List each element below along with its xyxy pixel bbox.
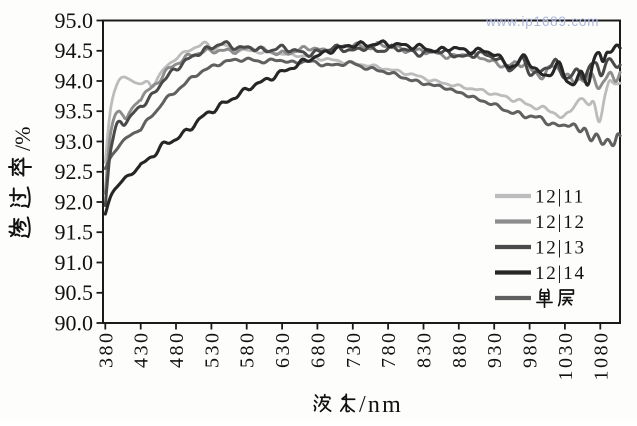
- svg-text:930: 930: [484, 331, 506, 369]
- svg-text:430: 430: [131, 331, 153, 369]
- svg-text:93.0: 93.0: [55, 129, 94, 154]
- svg-text:93.5: 93.5: [55, 99, 94, 124]
- svg-text:90.0: 90.0: [55, 310, 94, 335]
- svg-text:94.5: 94.5: [55, 38, 94, 63]
- svg-text:91.5: 91.5: [55, 220, 94, 245]
- svg-text:380: 380: [95, 331, 117, 369]
- svg-text:91.0: 91.0: [55, 250, 94, 275]
- svg-text:95.0: 95.0: [55, 8, 94, 33]
- svg-text:480: 480: [166, 331, 188, 369]
- svg-text:92.5: 92.5: [55, 159, 94, 184]
- svg-text:880: 880: [449, 331, 471, 369]
- svg-text:780: 780: [378, 331, 400, 369]
- svg-text:12|14: 12|14: [535, 263, 586, 284]
- svg-text:680: 680: [307, 331, 329, 369]
- svg-text:980: 980: [520, 331, 542, 369]
- svg-text:/%: /%: [10, 127, 35, 151]
- svg-text:830: 830: [414, 331, 436, 369]
- svg-text:1080: 1080: [590, 331, 612, 381]
- svg-text:12|12: 12|12: [535, 212, 586, 233]
- svg-text:12|11: 12|11: [535, 187, 585, 208]
- svg-text:/nm: /nm: [359, 392, 403, 418]
- svg-text:12|13: 12|13: [535, 238, 586, 259]
- svg-text:1030: 1030: [555, 331, 577, 381]
- svg-text:www.ip1689.com: www.ip1689.com: [485, 14, 599, 29]
- svg-text:90.5: 90.5: [55, 280, 94, 305]
- svg-text:630: 630: [272, 331, 294, 369]
- svg-text:580: 580: [237, 331, 259, 369]
- svg-text:92.0: 92.0: [55, 189, 94, 214]
- svg-text:530: 530: [201, 331, 223, 369]
- svg-text:94.0: 94.0: [55, 68, 94, 93]
- svg-text:730: 730: [343, 331, 365, 369]
